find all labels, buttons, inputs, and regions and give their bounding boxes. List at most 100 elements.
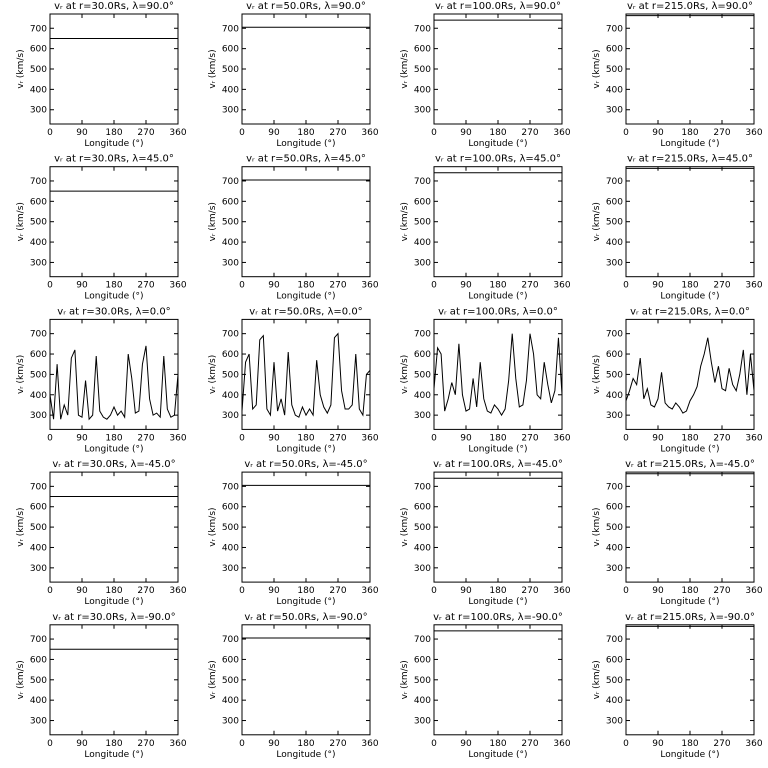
y-axis-label: vᵣ (km/s)	[208, 202, 218, 241]
x-tick-label: 270	[329, 586, 346, 596]
y-axis-label: vᵣ (km/s)	[592, 660, 602, 699]
chart-title: vᵣ at r=100.0Rs, λ=0.0°	[438, 306, 558, 317]
x-tick-label: 180	[105, 128, 122, 138]
y-tick-label: 300	[222, 717, 239, 727]
x-tick-label: 0	[623, 281, 629, 291]
y-tick-label: 300	[30, 106, 47, 116]
y-tick-label: 700	[30, 330, 47, 340]
y-tick-label: 500	[606, 370, 623, 380]
plot-frame	[49, 624, 179, 736]
x-tick-label: 0	[47, 433, 53, 443]
x-tick-label: 0	[431, 586, 437, 596]
x-tick-label: 90	[268, 586, 280, 596]
y-tick-label: 400	[30, 543, 47, 553]
x-tick-label: 180	[297, 433, 314, 443]
chart-title: vᵣ at r=100.0Rs, λ=-45.0°	[433, 459, 563, 470]
x-tick-label: 180	[105, 586, 122, 596]
x-tick-label: 360	[169, 586, 186, 596]
y-tick-label: 400	[222, 85, 239, 95]
plot-frame	[433, 166, 563, 278]
y-axis-label: vᵣ (km/s)	[592, 355, 602, 394]
y-tick-label: 700	[30, 635, 47, 645]
x-tick-label: 270	[137, 281, 154, 291]
x-axis-label: Longitude (°)	[84, 597, 143, 607]
chart-title: vᵣ at r=30.0Rs, λ=45.0°	[54, 154, 174, 165]
y-tick-label: 300	[222, 411, 239, 421]
plot-frame	[433, 13, 563, 125]
y-tick-label: 400	[30, 391, 47, 401]
x-axis-label: Longitude (°)	[468, 292, 527, 302]
data-line	[626, 337, 754, 414]
y-tick-label: 600	[222, 503, 239, 513]
x-tick-label: 360	[553, 586, 570, 596]
x-tick-label: 360	[361, 128, 378, 138]
plot-frame	[49, 471, 179, 583]
x-axis-label: Longitude (°)	[660, 750, 719, 760]
y-tick-label: 700	[30, 177, 47, 187]
x-axis-label: Longitude (°)	[84, 750, 143, 760]
x-tick-label: 270	[521, 586, 538, 596]
y-tick-label: 500	[222, 218, 239, 228]
x-tick-label: 360	[745, 281, 762, 291]
plot-frame	[625, 13, 755, 125]
x-tick-label: 90	[460, 586, 472, 596]
x-tick-label: 0	[47, 739, 53, 749]
plot-frame	[241, 318, 371, 430]
x-tick-label: 0	[47, 281, 53, 291]
x-tick-label: 360	[553, 433, 570, 443]
x-tick-label: 90	[652, 281, 664, 291]
y-tick-label: 300	[414, 411, 431, 421]
x-tick-label: 90	[268, 739, 280, 749]
x-tick-label: 180	[489, 739, 506, 749]
x-axis-label: Longitude (°)	[84, 444, 143, 454]
plot-frame	[625, 624, 755, 736]
y-tick-label: 400	[222, 391, 239, 401]
y-tick-label: 600	[222, 655, 239, 665]
chart-title: vᵣ at r=100.0Rs, λ=-90.0°	[433, 612, 563, 623]
x-tick-label: 180	[681, 586, 698, 596]
y-tick-label: 300	[414, 564, 431, 574]
y-tick-label: 300	[222, 258, 239, 268]
y-tick-label: 700	[414, 177, 431, 187]
y-tick-label: 600	[414, 503, 431, 513]
x-tick-label: 0	[47, 128, 53, 138]
y-tick-label: 700	[606, 635, 623, 645]
y-axis-label: vᵣ (km/s)	[208, 49, 218, 88]
x-tick-label: 270	[713, 281, 730, 291]
y-tick-label: 700	[414, 482, 431, 492]
y-tick-label: 400	[606, 85, 623, 95]
x-axis-label: Longitude (°)	[84, 139, 143, 149]
y-tick-label: 400	[414, 85, 431, 95]
y-tick-label: 700	[606, 482, 623, 492]
y-tick-label: 700	[414, 635, 431, 645]
y-tick-label: 500	[414, 65, 431, 75]
x-tick-label: 270	[137, 128, 154, 138]
y-axis-label: vᵣ (km/s)	[592, 507, 602, 546]
plot-frame	[433, 624, 563, 736]
x-tick-label: 90	[76, 586, 88, 596]
y-tick-label: 400	[222, 543, 239, 553]
x-tick-label: 270	[137, 433, 154, 443]
x-tick-label: 180	[105, 433, 122, 443]
x-tick-label: 270	[329, 128, 346, 138]
x-tick-label: 180	[297, 281, 314, 291]
y-tick-label: 700	[222, 482, 239, 492]
chart-title: vᵣ at r=30.0Rs, λ=90.0°	[54, 1, 174, 12]
x-tick-label: 270	[521, 281, 538, 291]
y-tick-label: 600	[606, 503, 623, 513]
x-tick-label: 270	[521, 433, 538, 443]
y-tick-label: 600	[30, 45, 47, 55]
y-tick-label: 400	[222, 238, 239, 248]
x-tick-label: 360	[169, 281, 186, 291]
y-tick-label: 300	[222, 564, 239, 574]
y-tick-label: 500	[606, 65, 623, 75]
x-tick-label: 90	[652, 586, 664, 596]
y-tick-label: 300	[606, 564, 623, 574]
x-axis-label: Longitude (°)	[468, 597, 527, 607]
x-tick-label: 0	[431, 128, 437, 138]
y-tick-label: 300	[414, 106, 431, 116]
chart-title: vᵣ at r=50.0Rs, λ=-45.0°	[244, 459, 367, 470]
x-tick-label: 0	[623, 586, 629, 596]
